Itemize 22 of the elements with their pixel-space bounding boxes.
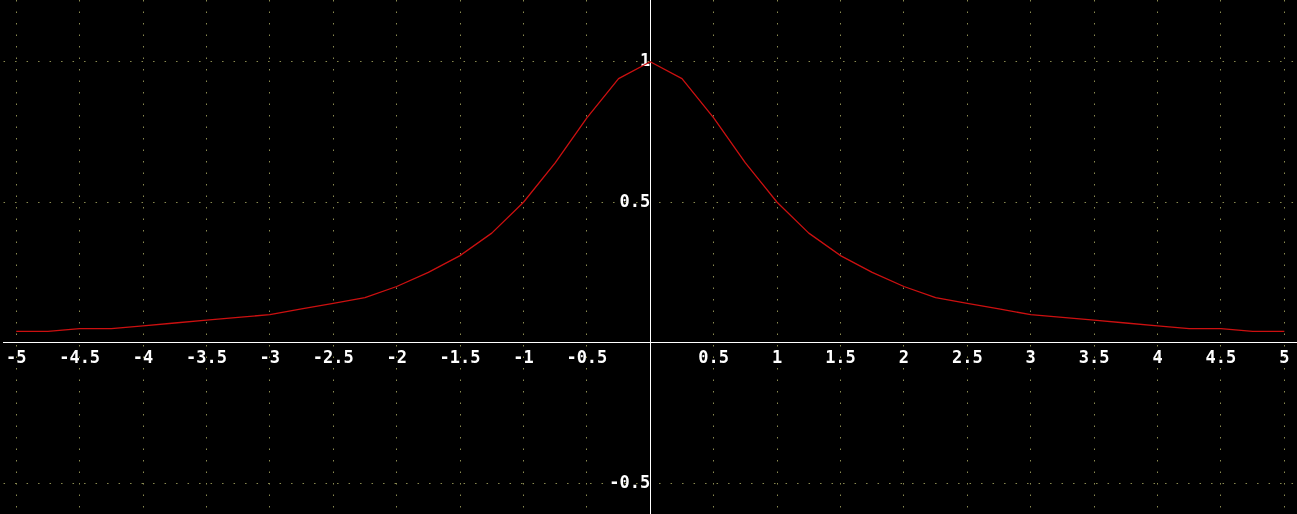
x-tick-label: 1.5 — [825, 347, 856, 368]
x-tick-label: -4.5 — [59, 347, 101, 368]
x-tick-label: 2.5 — [951, 347, 983, 368]
x-tick-label: -1 — [513, 347, 534, 368]
x-tick-label: 5 — [1279, 347, 1290, 368]
x-tick-label: -2.5 — [312, 347, 354, 368]
x-tick-label: -5 — [5, 347, 27, 368]
x-tick-label: -4 — [132, 347, 154, 368]
x-tick-label: -0.5 — [566, 347, 608, 368]
x-tick-label: 1 — [771, 347, 783, 368]
x-tick-label: -3.5 — [185, 347, 227, 368]
x-tick-label: 2 — [898, 347, 910, 368]
x-tick-label: 3 — [1025, 347, 1036, 368]
x-tick-label: 4.5 — [1205, 347, 1237, 368]
x-tick-label: -3 — [259, 347, 281, 368]
x-tick-label: -2 — [386, 347, 407, 368]
y-tick-label: -0.5 — [609, 471, 651, 492]
x-tick-label: 4 — [1152, 347, 1163, 368]
y-tick-label: 0.5 — [619, 190, 651, 211]
x-tick-label: -1.5 — [439, 347, 481, 368]
x-tick-label: 3.5 — [1078, 347, 1110, 368]
x-tick-label: 0.5 — [698, 347, 730, 368]
